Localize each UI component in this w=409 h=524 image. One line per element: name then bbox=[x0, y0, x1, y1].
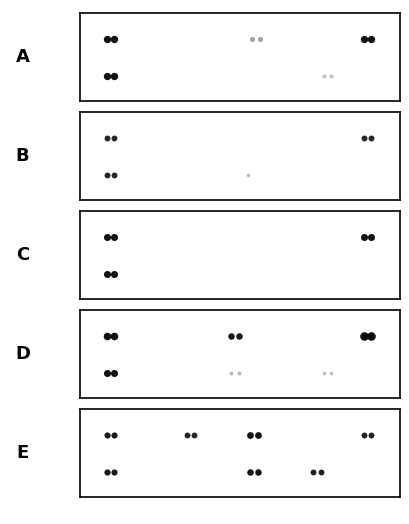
Point bbox=[360, 332, 366, 341]
Point bbox=[367, 233, 373, 242]
Point bbox=[320, 369, 326, 377]
Text: A: A bbox=[16, 48, 29, 66]
Point bbox=[235, 369, 241, 377]
Point bbox=[317, 468, 323, 476]
Point bbox=[327, 72, 334, 80]
Point bbox=[104, 431, 110, 440]
Point bbox=[360, 35, 366, 43]
Point bbox=[111, 270, 117, 278]
Text: E: E bbox=[16, 444, 29, 462]
Text: B: B bbox=[16, 147, 29, 165]
Point bbox=[104, 35, 110, 43]
Point bbox=[104, 72, 110, 80]
Point bbox=[247, 431, 253, 440]
Point bbox=[111, 332, 117, 341]
Text: C: C bbox=[16, 246, 29, 264]
Point bbox=[367, 332, 373, 341]
Point bbox=[104, 468, 110, 476]
Point bbox=[310, 468, 316, 476]
Point bbox=[111, 134, 117, 143]
Point bbox=[320, 72, 326, 80]
Point bbox=[104, 369, 110, 377]
Point bbox=[247, 468, 253, 476]
Point bbox=[367, 134, 373, 143]
Point bbox=[360, 233, 366, 242]
Point bbox=[235, 332, 241, 341]
Point bbox=[360, 431, 366, 440]
Point bbox=[360, 134, 366, 143]
Point bbox=[111, 233, 117, 242]
Point bbox=[104, 171, 110, 179]
Point bbox=[254, 468, 260, 476]
Point bbox=[256, 35, 262, 43]
Point bbox=[104, 332, 110, 341]
Point bbox=[191, 431, 197, 440]
Point bbox=[111, 171, 117, 179]
Point bbox=[249, 35, 255, 43]
Text: D: D bbox=[15, 345, 30, 363]
Point bbox=[104, 233, 110, 242]
Point bbox=[111, 468, 117, 476]
Point bbox=[367, 431, 373, 440]
Point bbox=[111, 72, 117, 80]
Point bbox=[104, 270, 110, 278]
Point bbox=[184, 431, 190, 440]
Point bbox=[111, 369, 117, 377]
Point bbox=[367, 35, 373, 43]
Point bbox=[227, 369, 234, 377]
Point bbox=[227, 332, 234, 341]
Point bbox=[254, 431, 260, 440]
Point bbox=[111, 431, 117, 440]
Point bbox=[104, 134, 110, 143]
Point bbox=[245, 171, 251, 179]
Point bbox=[327, 369, 334, 377]
Point bbox=[111, 35, 117, 43]
